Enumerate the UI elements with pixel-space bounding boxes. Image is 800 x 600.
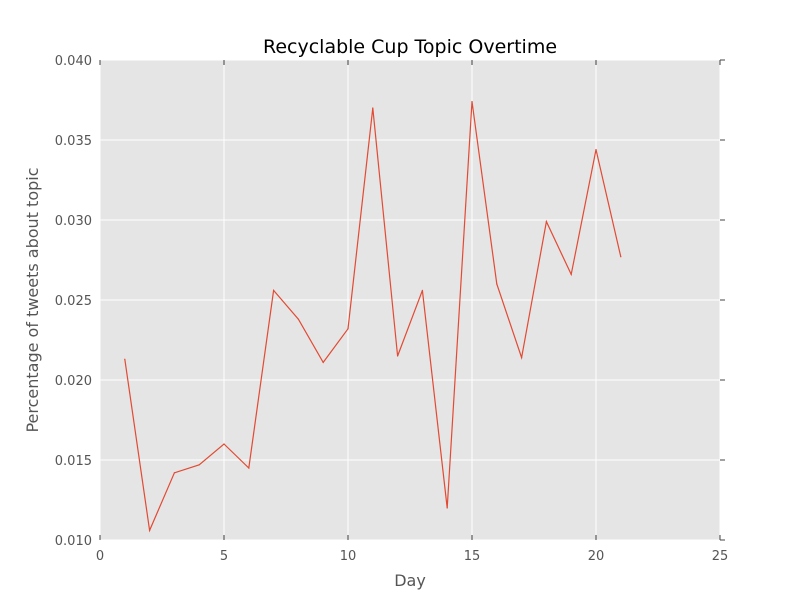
- data-point: [173, 472, 175, 474]
- y-axis-label: Percentage of tweets about topic: [23, 167, 42, 432]
- data-point: [421, 289, 423, 291]
- x-axis-label: Day: [394, 571, 426, 590]
- data-point: [297, 318, 299, 320]
- data-point: [198, 464, 200, 466]
- x-tick-label: 10: [340, 549, 357, 564]
- data-point: [273, 289, 275, 291]
- y-tick-labels: 0.010 0.015 0.020 0.025 0.030 0.035 0.040: [55, 54, 92, 549]
- data-point: [471, 101, 473, 103]
- y-tick-label: 0.025: [55, 294, 92, 309]
- axis-ticks: [99, 59, 725, 541]
- data-point: [397, 355, 399, 357]
- data-point: [124, 358, 126, 360]
- data-point: [521, 357, 523, 359]
- x-tick-label: 20: [588, 549, 605, 564]
- data-point: [545, 221, 548, 223]
- data-point: [372, 107, 374, 109]
- y-tick-label: 0.015: [55, 454, 92, 469]
- x-tick-label: 25: [712, 549, 729, 564]
- y-tick-label: 0.010: [55, 534, 92, 549]
- chart-title: Recyclable Cup Topic Overtime: [263, 36, 557, 58]
- data-point: [570, 273, 572, 275]
- grid-lines: [99, 59, 721, 541]
- x-tick-label: 15: [464, 549, 481, 564]
- data-point: [620, 256, 622, 258]
- y-tick-label: 0.035: [55, 134, 92, 149]
- data-point: [446, 507, 448, 509]
- data-point: [248, 467, 250, 469]
- data-point: [347, 328, 349, 330]
- y-tick-label: 0.020: [55, 374, 92, 389]
- data-point: [223, 443, 225, 445]
- data-point: [322, 361, 324, 363]
- y-tick-label: 0.030: [55, 214, 92, 229]
- data-point: [496, 283, 498, 285]
- data-point: [595, 149, 597, 151]
- series-group: [124, 101, 622, 533]
- x-tick-label: 0: [96, 549, 104, 564]
- x-tick-labels: 0 5 10 15 20 25: [96, 549, 728, 564]
- y-tick-label: 0.040: [55, 54, 92, 69]
- data-point: [149, 529, 151, 532]
- x-tick-label: 5: [220, 549, 228, 564]
